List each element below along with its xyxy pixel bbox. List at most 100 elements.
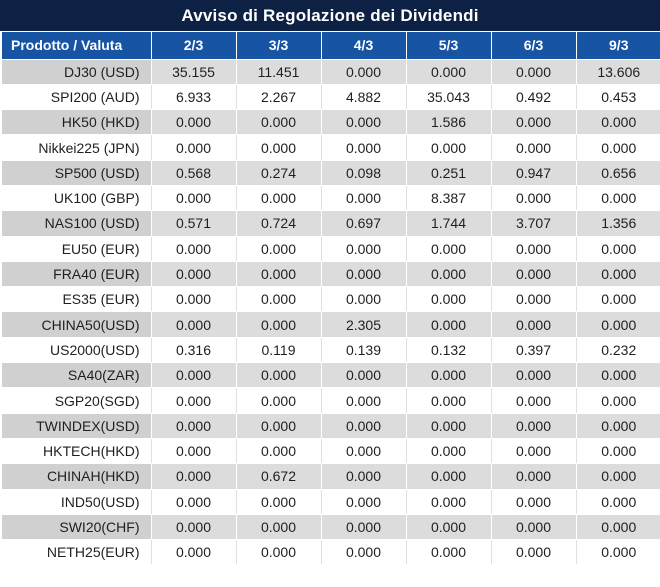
product-cell: US2000(USD): [0, 337, 152, 364]
product-cell: SA40(ZAR): [0, 362, 152, 389]
value-cell: 0.132: [406, 337, 492, 364]
value-cell: 0.000: [406, 514, 492, 541]
table-row: NETH25(EUR) 0.000 0.000 0.000 0.000 0.00…: [0, 539, 660, 566]
value-cell: 0.000: [321, 134, 407, 161]
value-cell: 0.000: [151, 539, 237, 566]
value-cell: 0.000: [236, 362, 322, 389]
value-cell: 0.000: [406, 286, 492, 313]
product-cell: SWI20(CHF): [0, 514, 152, 541]
value-cell: 0.000: [576, 539, 660, 566]
column-header-date-4: 5/3: [406, 32, 492, 60]
value-cell: 0.000: [236, 261, 322, 288]
product-cell: SGP20(SGD): [0, 387, 152, 414]
value-cell: 1.356: [576, 210, 660, 237]
value-cell: 0.724: [236, 210, 322, 237]
value-cell: 0.000: [151, 236, 237, 262]
value-cell: 0.000: [576, 463, 660, 490]
value-cell: 0.000: [491, 489, 577, 515]
value-cell: 0.397: [491, 337, 577, 364]
value-cell: 0.000: [236, 539, 322, 566]
value-cell: 0.000: [576, 438, 660, 465]
value-cell: 0.000: [406, 387, 492, 414]
value-cell: 0.000: [151, 463, 237, 490]
table-row: HK50 (HKD) 0.000 0.000 0.000 1.586 0.000…: [0, 109, 660, 136]
value-cell: 0.000: [576, 362, 660, 389]
column-header-date-1: 2/3: [151, 32, 237, 60]
product-cell: SPI200 (AUD): [0, 84, 152, 111]
table-row: TWINDEX(USD) 0.000 0.000 0.000 0.000 0.0…: [0, 413, 660, 439]
value-cell: 0.000: [321, 539, 407, 566]
page-title: Avviso di Regolazione dei Dividendi: [0, 0, 660, 32]
table-row: CHINA50(USD) 0.000 0.000 2.305 0.000 0.0…: [0, 311, 660, 338]
value-cell: 0.000: [236, 438, 322, 465]
value-cell: 0.000: [491, 539, 577, 566]
value-cell: 0.000: [321, 463, 407, 490]
value-cell: 0.000: [491, 236, 577, 262]
column-header-date-6: 9/3: [576, 32, 660, 60]
value-cell: 11.451: [236, 59, 322, 85]
value-cell: 0.274: [236, 160, 322, 186]
value-cell: 0.000: [151, 286, 237, 313]
value-cell: 0.000: [491, 261, 577, 288]
value-cell: 0.568: [151, 160, 237, 186]
value-cell: 0.000: [576, 413, 660, 439]
value-cell: 0.000: [151, 362, 237, 389]
table-header-row: Prodotto / Valuta 2/3 3/3 4/3 5/3 6/3 9/…: [0, 32, 660, 60]
value-cell: 0.000: [321, 514, 407, 541]
table-row: ES35 (EUR) 0.000 0.000 0.000 0.000 0.000…: [0, 286, 660, 313]
value-cell: 0.000: [321, 236, 407, 262]
value-cell: 0.000: [321, 261, 407, 288]
table-row: SA40(ZAR) 0.000 0.000 0.000 0.000 0.000 …: [0, 362, 660, 389]
value-cell: 0.000: [406, 413, 492, 439]
value-cell: 0.119: [236, 337, 322, 364]
value-cell: 0.000: [576, 185, 660, 212]
value-cell: 0.000: [236, 109, 322, 136]
table-row: SWI20(CHF) 0.000 0.000 0.000 0.000 0.000…: [0, 514, 660, 541]
value-cell: 0.000: [321, 185, 407, 212]
value-cell: 0.000: [491, 311, 577, 338]
value-cell: 1.586: [406, 109, 492, 136]
column-header-date-2: 3/3: [236, 32, 322, 60]
table-row: US2000(USD) 0.316 0.119 0.139 0.132 0.39…: [0, 337, 660, 364]
value-cell: 0.000: [491, 286, 577, 313]
table-row: SP500 (USD) 0.568 0.274 0.098 0.251 0.94…: [0, 160, 660, 186]
value-cell: 0.000: [236, 514, 322, 541]
product-cell: NETH25(EUR): [0, 539, 152, 566]
product-cell: EU50 (EUR): [0, 236, 152, 262]
value-cell: 0.000: [151, 489, 237, 515]
value-cell: 0.000: [236, 134, 322, 161]
value-cell: 0.000: [236, 185, 322, 212]
value-cell: 0.000: [491, 514, 577, 541]
value-cell: 0.000: [321, 387, 407, 414]
table-row: CHINAH(HKD) 0.000 0.672 0.000 0.000 0.00…: [0, 463, 660, 490]
value-cell: 8.387: [406, 185, 492, 212]
value-cell: 0.000: [151, 387, 237, 414]
value-cell: 0.000: [576, 109, 660, 136]
column-header-date-3: 4/3: [321, 32, 407, 60]
dividend-table: Prodotto / Valuta 2/3 3/3 4/3 5/3 6/3 9/…: [0, 32, 660, 566]
value-cell: 0.000: [576, 286, 660, 313]
value-cell: 0.000: [236, 311, 322, 338]
value-cell: 0.697: [321, 210, 407, 237]
value-cell: 0.000: [321, 286, 407, 313]
value-cell: 0.000: [406, 362, 492, 389]
value-cell: 0.000: [491, 413, 577, 439]
value-cell: 0.000: [491, 438, 577, 465]
value-cell: 0.000: [406, 438, 492, 465]
value-cell: 0.000: [491, 362, 577, 389]
product-cell: TWINDEX(USD): [0, 413, 152, 439]
table-row: IND50(USD) 0.000 0.000 0.000 0.000 0.000…: [0, 489, 660, 515]
value-cell: 0.000: [491, 134, 577, 161]
product-cell: HKTECH(HKD): [0, 438, 152, 465]
table-row: SGP20(SGD) 0.000 0.000 0.000 0.000 0.000…: [0, 387, 660, 414]
value-cell: 0.000: [151, 413, 237, 439]
value-cell: 0.000: [321, 362, 407, 389]
value-cell: 0.098: [321, 160, 407, 186]
value-cell: 0.316: [151, 337, 237, 364]
table-row: SPI200 (AUD) 6.933 2.267 4.882 35.043 0.…: [0, 84, 660, 111]
value-cell: 0.000: [321, 438, 407, 465]
value-cell: 0.000: [576, 261, 660, 288]
column-header-product: Prodotto / Valuta: [0, 32, 152, 60]
product-cell: NAS100 (USD): [0, 210, 152, 237]
value-cell: 0.000: [321, 489, 407, 515]
